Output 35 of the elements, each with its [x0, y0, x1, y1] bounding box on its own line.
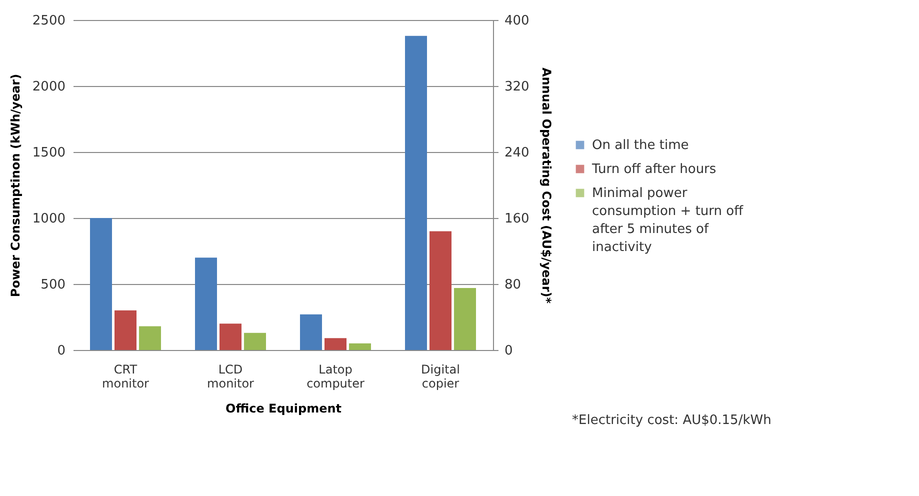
x-tick-label: Latop computer	[306, 362, 364, 390]
text: *Electricity cost: AU$0.15/kWh	[572, 413, 772, 428]
bar	[300, 314, 322, 350]
bar	[430, 231, 452, 350]
y-tick-label: 1000	[32, 212, 66, 226]
x-tick-label: Digital copier	[421, 362, 460, 390]
y2-axis-title: Annual Operating Cost (AU$/year)*	[539, 67, 554, 304]
legend-label: On all the time	[592, 138, 689, 153]
y2-tick-label: 0	[504, 344, 513, 358]
bar	[454, 288, 476, 350]
y2-tick-label: 240	[504, 146, 530, 160]
x-axis-title: Office Equipment	[226, 402, 342, 416]
bar	[324, 338, 346, 350]
y-tick-label: 2500	[32, 14, 66, 28]
y-tick-label: 1500	[32, 146, 66, 160]
y2-tick-label: 80	[504, 278, 522, 292]
bar	[349, 343, 371, 350]
y-axis-title: Power Consumptinon (kWh/year)	[8, 74, 22, 298]
x-tick-label: LCD monitor	[207, 362, 254, 390]
y2-tick-label: 320	[504, 80, 530, 94]
bar	[405, 36, 427, 350]
bar	[195, 258, 217, 350]
bar	[244, 332, 266, 350]
bar	[90, 218, 112, 350]
y2-tick-label: 400	[504, 14, 530, 28]
bar	[114, 310, 136, 350]
y-tick-label: 0	[57, 344, 66, 358]
bar	[220, 324, 242, 350]
y-tick-label: 2000	[32, 80, 66, 94]
legend-label: Turn off after hours	[591, 162, 716, 177]
bar	[139, 326, 161, 350]
y-tick-label: 500	[40, 278, 66, 292]
x-tick-label: CRT monitor	[102, 362, 150, 390]
legend-label: Minimal power consumption + turn off after 5 minutes of inactivity	[592, 186, 744, 255]
y2-tick-label: 160	[504, 212, 530, 226]
